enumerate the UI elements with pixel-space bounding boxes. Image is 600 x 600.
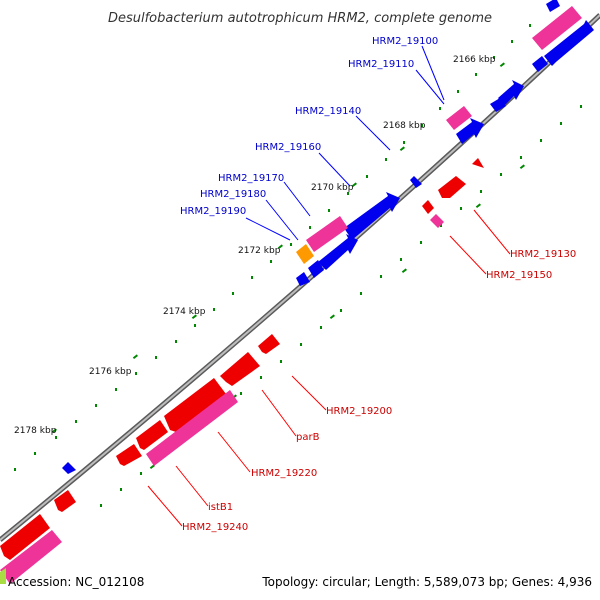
map-title: Desulfobacterium autotrophicum HRM2, com…	[108, 11, 492, 26]
gene-label-HRM2_19100[interactable]: HRM2_19100	[372, 36, 438, 47]
feature-cds-istB1b[interactable]	[116, 444, 142, 466]
feature-cds-top-edge[interactable]	[546, 0, 560, 12]
reverse-gene-labels: HRM2_19130 HRM2_19150 HRM2_19200 parB HR…	[182, 249, 576, 533]
accession-text: Accession: NC_012108	[8, 575, 144, 589]
feature-rna-19220[interactable]	[146, 390, 238, 466]
gene-label-parB[interactable]: parB	[296, 432, 320, 443]
feature-cds-19130b[interactable]	[472, 158, 484, 168]
feature-rna-19100[interactable]	[532, 6, 582, 50]
gene-label-HRM2_19140[interactable]: HRM2_19140	[295, 106, 361, 117]
feature-cds-19110b[interactable]	[490, 98, 506, 112]
gene-label-HRM2_19180[interactable]: HRM2_19180	[200, 189, 266, 200]
gene-label-HRM2_19130[interactable]: HRM2_19130	[510, 249, 576, 260]
feature-cds-19150[interactable]	[422, 200, 434, 214]
feature-cds-19190[interactable]	[308, 260, 324, 278]
feature-rna-19180[interactable]	[306, 216, 348, 252]
feature-rna-19240[interactable]	[0, 530, 62, 584]
feature-rna-19140[interactable]	[446, 106, 472, 130]
gene-label-istB1[interactable]: istB1	[208, 502, 233, 513]
scale-label-2166: 2166 kbp	[453, 55, 496, 65]
gene-label-HRM2_19170[interactable]: HRM2_19170	[218, 173, 284, 184]
feature-cds-19180[interactable]	[318, 234, 358, 270]
feature-cds-19200[interactable]	[258, 334, 280, 354]
scale-label-2172: 2172 kbp	[238, 246, 281, 256]
forward-strand-features	[62, 0, 594, 474]
feature-cds-19240[interactable]	[54, 490, 76, 512]
feature-cds-19110[interactable]	[498, 80, 524, 106]
feature-cds-19170[interactable]	[344, 192, 400, 240]
scale-label-2174: 2174 kbp	[163, 307, 206, 317]
gene-label-HRM2_19200[interactable]: HRM2_19200	[326, 406, 392, 417]
reverse-strand-features	[0, 158, 484, 584]
forward-leader-lines	[245, 45, 445, 241]
feature-cds-19160[interactable]	[410, 176, 422, 188]
scale-ticks	[14, 24, 582, 507]
scale-labels: 2166 kbp 2168 kbp 2170 kbp 2172 kbp 2174…	[14, 55, 496, 436]
forward-gene-labels: HRM2_19100 HRM2_19110 HRM2_19140 HRM2_19…	[180, 36, 438, 217]
gene-label-HRM2_19110[interactable]: HRM2_19110	[348, 59, 414, 70]
feature-highlight-19190[interactable]	[296, 244, 314, 264]
scale-label-2176: 2176 kbp	[89, 367, 132, 377]
feature-cds-lower[interactable]	[62, 462, 76, 474]
feature-cds-19190b[interactable]	[296, 272, 310, 286]
feature-cds-19240b[interactable]	[0, 514, 50, 560]
feature-cds-19100[interactable]	[544, 20, 594, 66]
feature-cds-19140[interactable]	[456, 118, 484, 144]
feature-rna-19150[interactable]	[430, 214, 444, 228]
gene-label-HRM2_19150[interactable]: HRM2_19150	[486, 270, 552, 281]
feature-cds-top-small[interactable]	[532, 56, 548, 72]
gene-label-HRM2_19190[interactable]: HRM2_19190	[180, 206, 246, 217]
scale-label-2170: 2170 kbp	[311, 183, 354, 193]
feature-cds-19220[interactable]	[164, 378, 226, 432]
feature-cds-19130[interactable]	[438, 176, 466, 198]
gene-label-HRM2_19240[interactable]: HRM2_19240	[182, 522, 248, 533]
gene-label-HRM2_19220[interactable]: HRM2_19220	[251, 468, 317, 479]
feature-cds-parB[interactable]	[220, 352, 260, 386]
scale-label-2178: 2178 kbp	[14, 426, 57, 436]
feature-cds-istB1[interactable]	[136, 420, 168, 450]
feature-start-marker	[0, 568, 6, 584]
gene-label-HRM2_19160[interactable]: HRM2_19160	[255, 142, 321, 153]
reverse-leader-lines	[147, 209, 511, 527]
scale-label-2168: 2168 kbp	[383, 121, 426, 131]
genome-summary-text: Topology: circular; Length: 5,589,073 bp…	[261, 575, 592, 589]
